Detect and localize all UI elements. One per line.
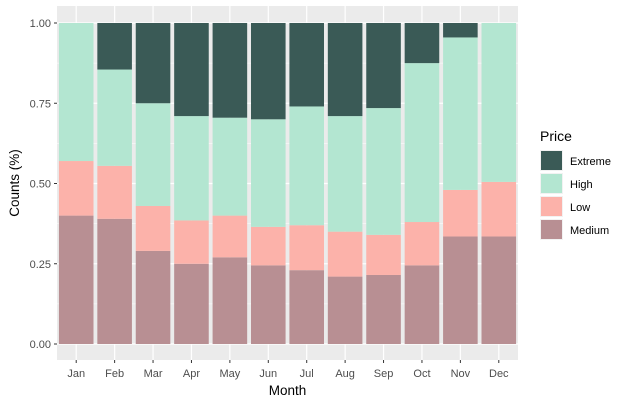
x-tick-label: Aug <box>335 368 355 380</box>
x-tick-label: Feb <box>105 368 124 380</box>
y-tick-label: 0.00 <box>30 339 51 351</box>
x-tick-label: Sep <box>374 368 394 380</box>
x-tick-label: Jul <box>300 368 314 380</box>
bar-high-apr <box>174 116 209 221</box>
bar-high-oct <box>404 63 440 223</box>
x-axis-ticks: Jan Feb Mar Apr May Jun Jul Aug Sep Oct Nov Dec <box>67 360 509 380</box>
bar-medium-oct <box>404 265 440 344</box>
legend-label-medium: Medium <box>570 225 609 237</box>
x-tick-label: Mar <box>144 368 163 380</box>
bar-low-nov <box>443 189 478 237</box>
bar-high-sep <box>366 108 401 235</box>
bar-low-jun <box>251 226 286 266</box>
bar-extreme-oct <box>404 23 440 64</box>
x-tick-label: Dec <box>489 368 509 380</box>
legend-label-low: Low <box>570 202 590 214</box>
bar-low-dec <box>481 181 517 237</box>
bar-low-jul <box>289 225 324 271</box>
bar-extreme-sep <box>366 23 401 109</box>
legend-key-medium <box>541 220 562 239</box>
legend: Price Extreme High Low Medium <box>540 128 611 240</box>
x-axis-title: Month <box>269 383 307 398</box>
bar-medium-apr <box>174 263 209 344</box>
y-axis-title: Counts (%) <box>7 149 22 217</box>
bar-medium-may <box>212 257 248 344</box>
bar-extreme-mar <box>135 23 171 104</box>
bar-high-mar <box>135 103 171 206</box>
bar-low-sep <box>366 234 401 275</box>
x-tick-label: Apr <box>183 368 200 380</box>
y-tick-label: 0.75 <box>30 98 51 110</box>
bar-medium-mar <box>135 250 171 344</box>
bar-low-jan <box>58 161 94 216</box>
bar-high-feb <box>97 69 132 166</box>
y-tick-label: 0.25 <box>30 259 51 271</box>
y-axis-ticks: 0.00 0.25 0.50 0.75 1.00 <box>30 18 57 351</box>
bar-medium-dec <box>481 236 517 344</box>
bar-low-feb <box>97 165 132 219</box>
bar-extreme-jun <box>251 23 286 120</box>
bar-high-nov <box>443 37 478 190</box>
y-tick-label: 1.00 <box>30 18 51 30</box>
bar-low-apr <box>174 220 209 264</box>
bar-low-mar <box>135 205 171 251</box>
legend-key-extreme <box>541 151 562 170</box>
legend-label-high: High <box>570 179 593 191</box>
bar-medium-jul <box>289 270 324 344</box>
legend-title: Price <box>540 128 572 144</box>
bar-medium-aug <box>327 276 363 344</box>
bar-medium-jan <box>58 215 94 344</box>
bar-low-oct <box>404 222 440 266</box>
bar-high-jul <box>289 106 324 226</box>
bar-extreme-feb <box>97 23 132 70</box>
bar-low-may <box>212 215 248 258</box>
legend-key-low <box>541 197 562 216</box>
x-tick-label: Jan <box>67 368 85 380</box>
bars <box>58 23 517 344</box>
x-tick-label: Oct <box>413 368 430 380</box>
y-tick-label: 0.50 <box>30 179 51 191</box>
bar-medium-feb <box>97 218 132 344</box>
bar-medium-nov <box>443 236 478 344</box>
bar-high-aug <box>327 116 363 232</box>
legend-label-extreme: Extreme <box>570 156 611 168</box>
bar-low-aug <box>327 231 363 277</box>
legend-key-high <box>541 174 562 193</box>
x-tick-label: Jun <box>259 368 277 380</box>
bar-high-jun <box>251 119 286 227</box>
bar-high-dec <box>481 23 517 182</box>
bar-extreme-jul <box>289 23 324 107</box>
bar-high-may <box>212 117 248 216</box>
bar-extreme-nov <box>443 23 478 38</box>
bar-extreme-aug <box>327 23 363 117</box>
x-tick-label: May <box>219 368 240 380</box>
bar-medium-jun <box>251 265 286 344</box>
x-tick-label: Nov <box>451 368 471 380</box>
bar-medium-sep <box>366 274 401 344</box>
bar-extreme-may <box>212 23 248 118</box>
bar-high-jan <box>58 23 94 162</box>
bar-extreme-apr <box>174 23 209 117</box>
